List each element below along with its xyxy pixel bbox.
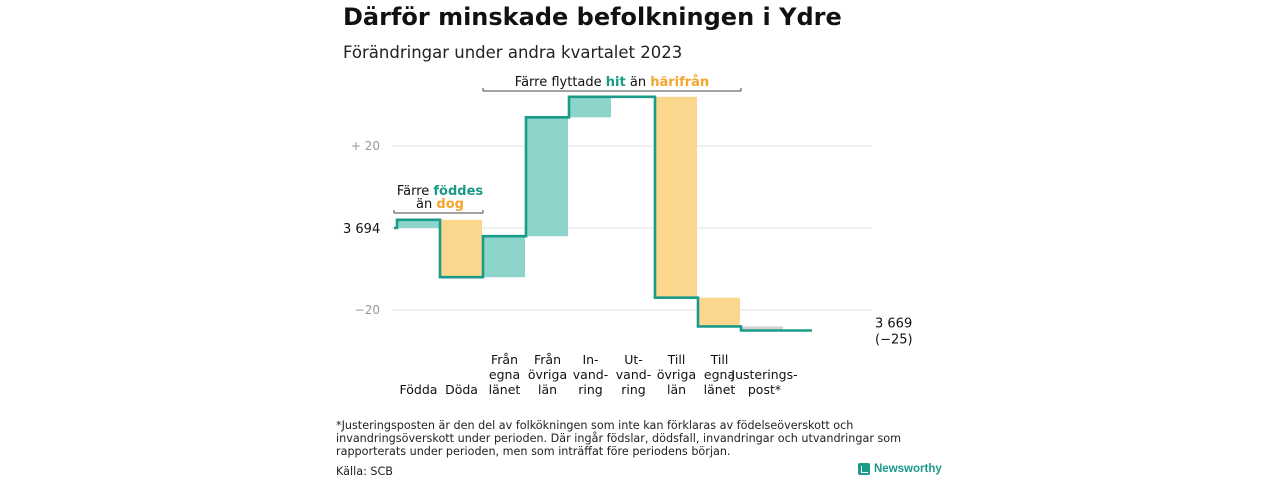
chart-title: Därför minskade befolkningen i Ydre: [343, 3, 842, 31]
bar-4: [527, 117, 568, 237]
cumulative-step-line: [394, 95, 812, 332]
start-value-label: 3 694: [343, 222, 380, 237]
bar-2: [441, 219, 482, 278]
bar-7: [656, 96, 697, 298]
category-label-7: Till övriga län: [657, 352, 696, 397]
category-label-4: Från övriga län: [528, 352, 567, 397]
footnote: *Justeringsposten är den del av folkökni…: [336, 419, 902, 458]
end-value-label: 3 669: [875, 317, 912, 332]
annotation-born-line2: än dog: [416, 197, 464, 212]
annotation-born-line1: Färre föddes: [397, 184, 484, 199]
category-label-9: Justerings-post*: [730, 367, 797, 397]
brand-logo[interactable]: Newsworthy: [858, 463, 942, 475]
category-label-3: Från egna länet: [489, 352, 521, 397]
y-tick-label: + 20: [351, 139, 380, 153]
category-label-6: Ut-vand-ring: [616, 352, 651, 397]
bar-1: [398, 219, 439, 228]
category-label-1: Födda: [400, 382, 438, 397]
newsworthy-icon: [858, 463, 870, 475]
end-change-label: (−25): [875, 333, 913, 348]
category-label-8: Till egna länet: [704, 352, 736, 397]
category-label-5: In-vand-ring: [573, 352, 608, 397]
bar-3: [484, 236, 525, 278]
brand-name: Newsworthy: [874, 463, 942, 475]
chart-subtitle: Förändringar under andra kvartalet 2023: [343, 43, 683, 62]
y-tick-label: −20: [355, 303, 380, 317]
category-label-2: Döda: [445, 382, 478, 397]
bar-8: [699, 297, 740, 327]
annotation-moved: Färre flyttade hit än härifrån: [515, 75, 709, 90]
bar-5: [570, 96, 611, 118]
source-note: Källa: SCB: [336, 465, 393, 478]
bar-9: [742, 326, 783, 331]
